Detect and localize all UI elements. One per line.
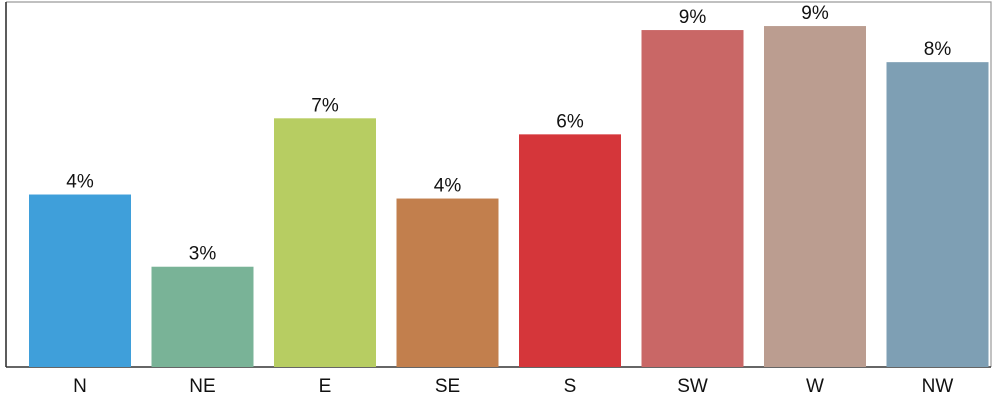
x-tick-label-sw: SW — [677, 376, 708, 397]
bars — [29, 26, 989, 368]
x-tick-label-nw: NW — [922, 376, 954, 397]
bar-nw — [886, 62, 989, 368]
x-tick-label-n: N — [73, 376, 87, 397]
data-label-ne: 3% — [189, 244, 217, 265]
data-label-w: 9% — [801, 3, 829, 24]
data-label-e: 7% — [311, 95, 339, 116]
plot-border — [6, 1, 992, 367]
data-label-nw: 8% — [924, 39, 952, 60]
x-tick-label-s: S — [564, 376, 577, 397]
data-label-sw: 9% — [679, 7, 707, 28]
bar-n — [29, 194, 131, 367]
bar-s — [519, 134, 621, 367]
data-label-n: 4% — [66, 172, 94, 193]
data-label-se: 4% — [434, 176, 462, 197]
bar-se — [396, 198, 499, 367]
bar-sw — [641, 30, 744, 368]
x-tick-label-e: E — [319, 376, 332, 397]
data-labels: 4% 3% 7% 4% 6% 9% 9% 8% — [66, 3, 951, 265]
data-label-s: 6% — [556, 111, 584, 132]
x-tick-label-w: W — [806, 376, 824, 397]
bar-w — [764, 26, 866, 368]
category-axis-labels: N NE E SE S SW W NW — [73, 376, 953, 397]
x-tick-label-se: SE — [435, 376, 460, 397]
bar-e — [274, 118, 376, 367]
x-tick-label-ne: NE — [189, 376, 215, 397]
bar-ne — [151, 266, 254, 367]
